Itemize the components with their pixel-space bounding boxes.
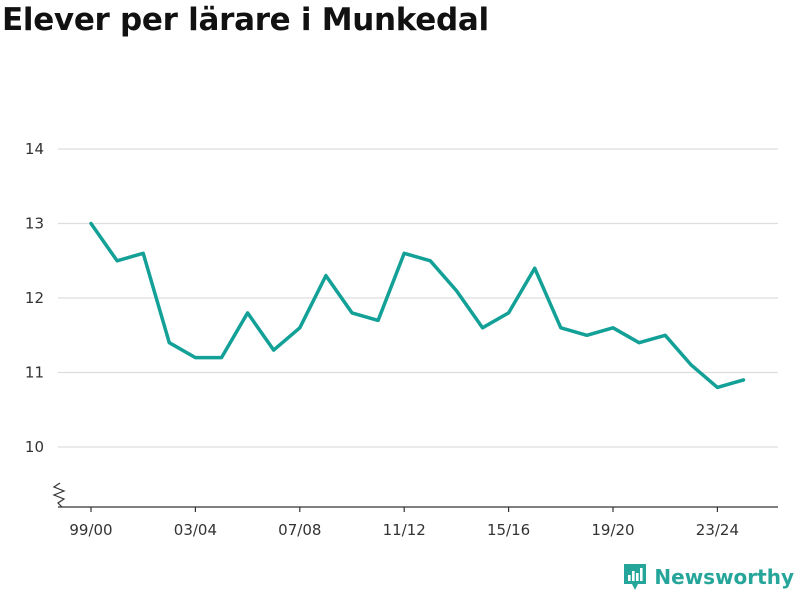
y-tick-label: 13: [25, 215, 44, 233]
x-tick-label: 07/08: [278, 521, 321, 539]
x-tick-label: 15/16: [487, 521, 530, 539]
chart-title: Elever per lärare i Munkedal: [2, 2, 489, 38]
x-axis-labels: 99/00 03/04 07/08 11/12 15/16 19/20 23/24: [69, 507, 739, 539]
series-line: [89, 221, 746, 390]
y-tick-label: 12: [25, 289, 44, 307]
y-tick-label: 10: [25, 438, 44, 456]
axis-break-icon: [52, 482, 66, 508]
x-tick-label: 99/00: [69, 521, 112, 539]
series-lines: [89, 221, 746, 390]
x-tick-label: 11/12: [383, 521, 426, 539]
brand-name: Newsworthy: [654, 565, 794, 589]
y-axis-labels: 10 11 12 13 14: [25, 140, 44, 456]
newsworthy-logo-icon: [624, 564, 647, 590]
y-tick-label: 14: [25, 140, 44, 158]
y-tick-label: 11: [25, 364, 44, 382]
x-tick-label: 19/20: [591, 521, 634, 539]
x-tick-label: 23/24: [696, 521, 739, 539]
x-axis: [52, 482, 778, 508]
grid-lines: [58, 148, 778, 448]
x-tick-label: 03/04: [174, 521, 217, 539]
brand-logo: Newsworthy: [622, 562, 794, 592]
